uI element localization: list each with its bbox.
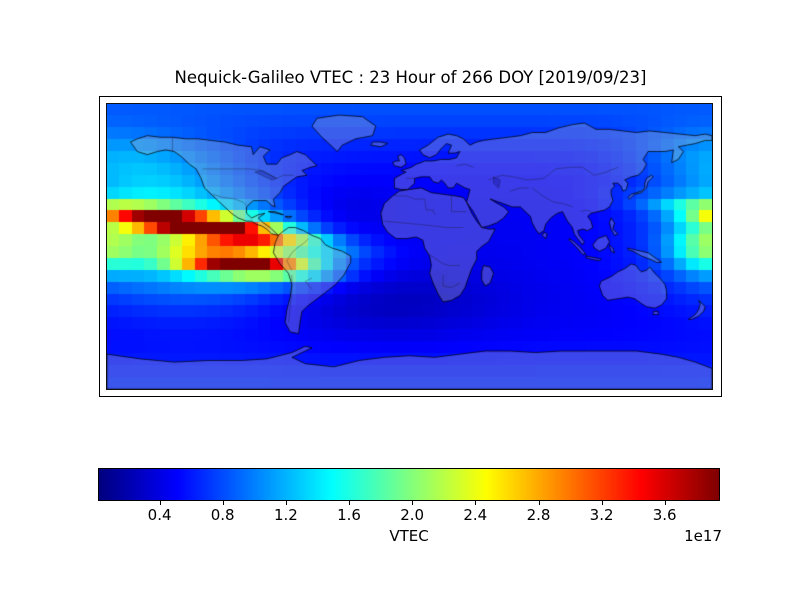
colorbar-tick	[285, 501, 287, 505]
colorbar-tick	[159, 501, 161, 505]
colorbar-tick-label: 2.8	[526, 506, 551, 524]
colorbar-canvas	[99, 469, 719, 500]
colorbar-tick-label: 0.4	[147, 506, 172, 524]
colorbar-tick-label: 3.6	[652, 506, 677, 524]
colorbar-tick-label: 1.6	[337, 506, 361, 524]
plot-title: Nequick-Galileo VTEC : 23 Hour of 266 DO…	[174, 68, 647, 87]
colorbar-tick	[538, 501, 540, 505]
colorbar-tick-label: 2.0	[400, 506, 425, 524]
colorbar-label: VTEC	[389, 527, 429, 545]
colorbar-tick-label: 0.8	[210, 506, 235, 524]
colorbar-tick	[475, 501, 477, 505]
colorbar-scale-label: 1e17	[684, 527, 722, 545]
colorbar	[98, 468, 720, 501]
colorbar-tick	[222, 501, 224, 505]
colorbar-tick-label: 2.4	[463, 506, 488, 524]
colorbar-tick	[349, 501, 350, 505]
colorbar-tick	[412, 501, 414, 505]
colorbar-tick-label: 1.2	[273, 506, 298, 524]
map-axes	[99, 96, 722, 397]
colorbar-tick-label: 3.2	[589, 506, 614, 524]
colorbar-tick	[664, 501, 666, 505]
colorbar-tick	[601, 501, 603, 505]
vtec-heatmap-canvas	[106, 103, 713, 390]
